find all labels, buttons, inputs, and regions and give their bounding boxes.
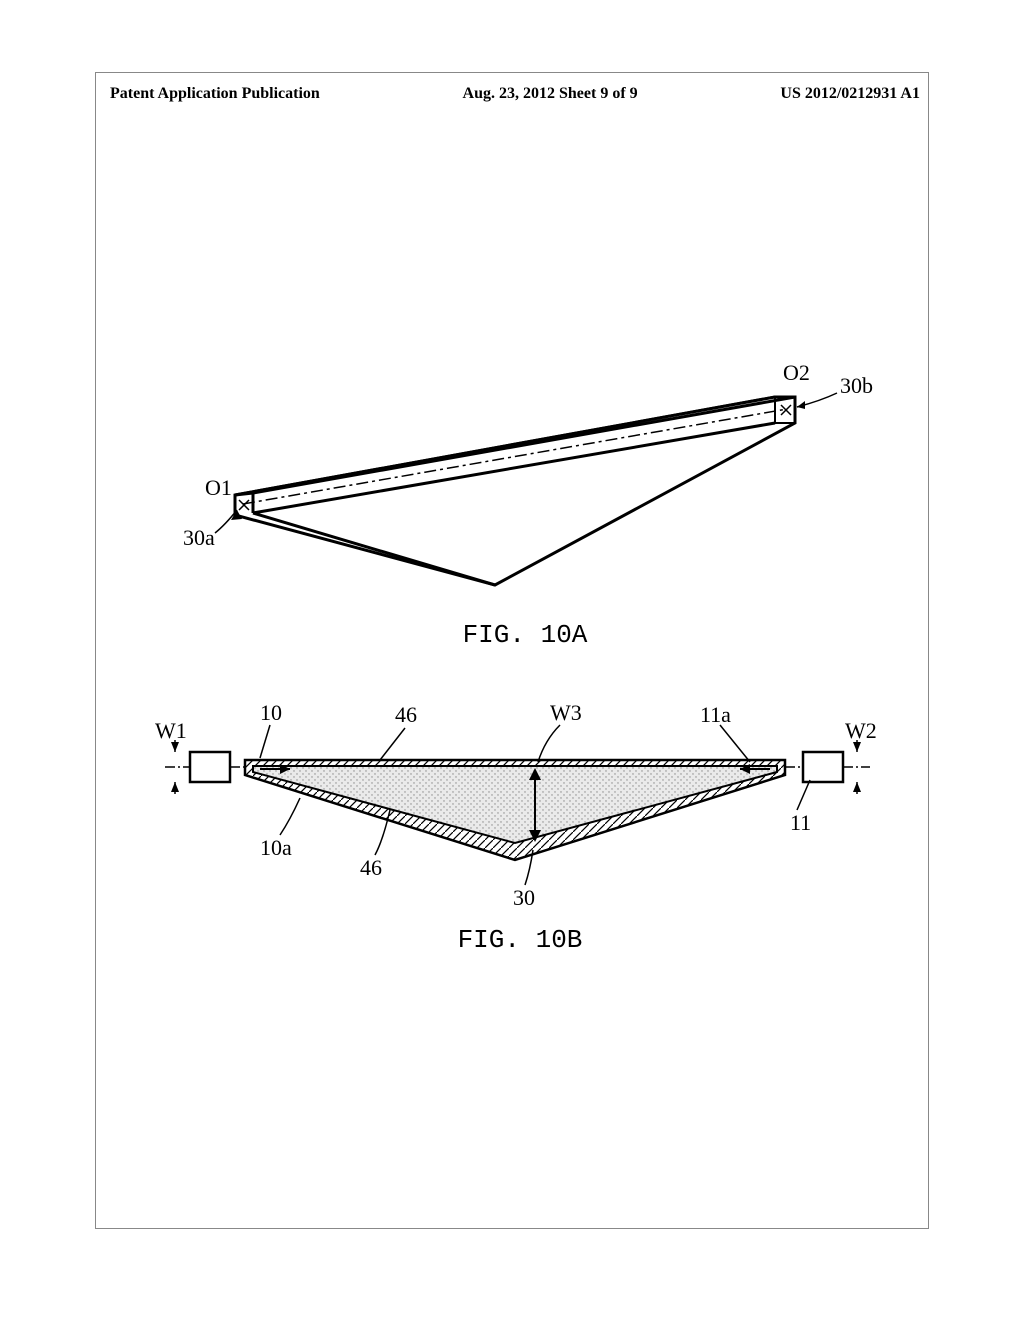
leader-11a [720,725,750,762]
label-O1: O1 [205,475,232,500]
header-left: Patent Application Publication [110,85,320,103]
figure-10b: 10 46 W3 11a W1 W2 10a 46 30 11 FIG. 10B [125,680,915,955]
header-center: Aug. 23, 2012 Sheet 9 of 9 [463,85,638,103]
leader-11 [797,780,810,810]
block-10 [190,752,230,782]
leader-10 [260,725,270,758]
label-30a: 30a [183,525,215,550]
arrow-30b [797,401,805,409]
w1-top-head [171,742,179,752]
header-right: US 2012/0212931 A1 [780,85,920,103]
fig10a-svg: O1 O2 30a 30b [175,355,875,655]
label-W1: W1 [155,718,187,743]
label-30: 30 [513,885,535,910]
label-30b: 30b [840,373,873,398]
page-header: Patent Application Publication Aug. 23, … [110,85,920,103]
label-O2: O2 [783,360,810,385]
leader-10a [280,798,300,835]
figure-10a: O1 O2 30a 30b FIG. 10A [175,355,875,650]
block-11 [803,752,843,782]
label-46a: 46 [395,702,417,727]
label-10a: 10a [260,835,292,860]
leader-w3 [538,725,560,762]
w2-bot-head [853,782,861,792]
w1-bot-head [171,782,179,792]
label-W2: W2 [845,718,877,743]
label-W3: W3 [550,700,582,725]
label-11: 11 [790,810,811,835]
w2-top-head [853,742,861,752]
label-46b: 46 [360,855,382,880]
label-11a: 11a [700,702,731,727]
leader-30a [215,510,237,533]
cavity-inner [253,766,777,843]
label-10: 10 [260,700,282,725]
leader-46a [380,728,405,760]
fig10b-svg: 10 46 W3 11a W1 W2 10a 46 30 11 [125,680,915,940]
